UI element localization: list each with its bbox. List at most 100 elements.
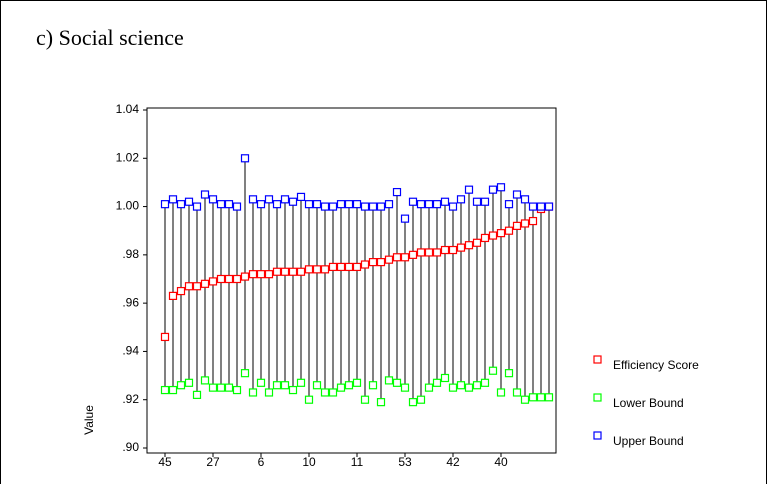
- marker: [192, 390, 202, 399]
- marker: [384, 200, 394, 209]
- marker: [296, 192, 306, 202]
- marker: [304, 200, 314, 209]
- y-tick-label: .94: [122, 344, 139, 358]
- marker: [360, 395, 370, 404]
- marker: [472, 238, 482, 247]
- marker: [496, 183, 506, 192]
- marker: [216, 274, 226, 284]
- marker: [264, 270, 274, 279]
- marker: [320, 202, 330, 211]
- marker: [320, 265, 330, 274]
- marker: [400, 214, 410, 223]
- marker: [320, 388, 330, 397]
- marker: [440, 197, 450, 206]
- marker: [352, 200, 362, 209]
- marker: [312, 381, 322, 390]
- x-tick-label: 10: [302, 455, 316, 469]
- marker: [240, 369, 250, 378]
- marker: [304, 395, 314, 404]
- marker: [232, 274, 242, 284]
- marker: [192, 282, 202, 291]
- marker: [328, 388, 338, 397]
- marker: [512, 388, 522, 397]
- marker: [200, 376, 210, 385]
- marker: [224, 274, 234, 284]
- y-tick-label: .90: [122, 440, 139, 454]
- marker: [208, 195, 218, 204]
- legend-label: Efficiency Score: [613, 358, 699, 372]
- marker: [384, 255, 394, 264]
- marker: [280, 267, 290, 276]
- marker: [480, 378, 490, 387]
- marker: [176, 381, 186, 390]
- marker: [344, 262, 354, 272]
- marker: [400, 383, 410, 392]
- marker: [376, 398, 386, 407]
- y-axis-label: Value: [82, 405, 96, 435]
- marker: [288, 267, 298, 276]
- legend-label: Lower Bound: [613, 396, 684, 410]
- marker: [496, 229, 506, 238]
- marker: [352, 378, 362, 387]
- marker: [368, 202, 378, 211]
- x-tick-label: 53: [398, 455, 412, 469]
- x-tick-label: 11: [351, 455, 364, 469]
- marker: [392, 378, 402, 387]
- legend-marker: [593, 355, 602, 364]
- marker: [432, 200, 442, 209]
- marker: [416, 248, 426, 257]
- marker: [432, 378, 442, 387]
- marker: [344, 200, 354, 209]
- marker: [352, 262, 362, 272]
- marker: [544, 202, 554, 211]
- marker: [504, 226, 514, 235]
- marker: [496, 388, 506, 397]
- marker: [304, 265, 314, 274]
- marker: [336, 262, 346, 272]
- marker: [176, 286, 186, 296]
- marker: [248, 388, 258, 397]
- marker: [440, 245, 450, 255]
- marker: [184, 282, 194, 291]
- marker: [416, 395, 426, 404]
- marker: [536, 202, 546, 211]
- legend-label: Upper Bound: [613, 434, 684, 448]
- marker: [424, 383, 434, 392]
- marker: [336, 383, 346, 392]
- marker: [400, 253, 410, 262]
- marker: [328, 202, 338, 211]
- marker: [456, 381, 466, 390]
- marker: [464, 383, 474, 392]
- marker: [488, 366, 498, 375]
- marker: [448, 383, 458, 392]
- marker: [520, 395, 530, 404]
- marker: [312, 200, 322, 209]
- marker: [168, 195, 178, 204]
- marker: [160, 332, 170, 342]
- marker: [344, 381, 354, 390]
- marker: [432, 248, 442, 257]
- y-tick-label: 1.04: [116, 102, 140, 116]
- marker: [472, 381, 482, 390]
- marker: [256, 200, 266, 209]
- marker: [168, 385, 178, 395]
- marker: [208, 277, 218, 286]
- marker: [272, 200, 282, 209]
- marker: [256, 270, 266, 279]
- marker: [248, 270, 258, 279]
- marker: [424, 200, 434, 209]
- x-tick-label: 6: [258, 455, 265, 469]
- marker: [360, 202, 370, 211]
- marker: [408, 250, 418, 259]
- marker: [168, 291, 178, 300]
- marker: [376, 202, 386, 211]
- marker: [208, 383, 218, 392]
- marker: [376, 258, 386, 267]
- marker: [264, 195, 274, 204]
- marker: [288, 197, 298, 206]
- marker: [456, 243, 466, 252]
- marker: [480, 233, 490, 243]
- marker: [464, 241, 474, 250]
- marker: [184, 197, 194, 206]
